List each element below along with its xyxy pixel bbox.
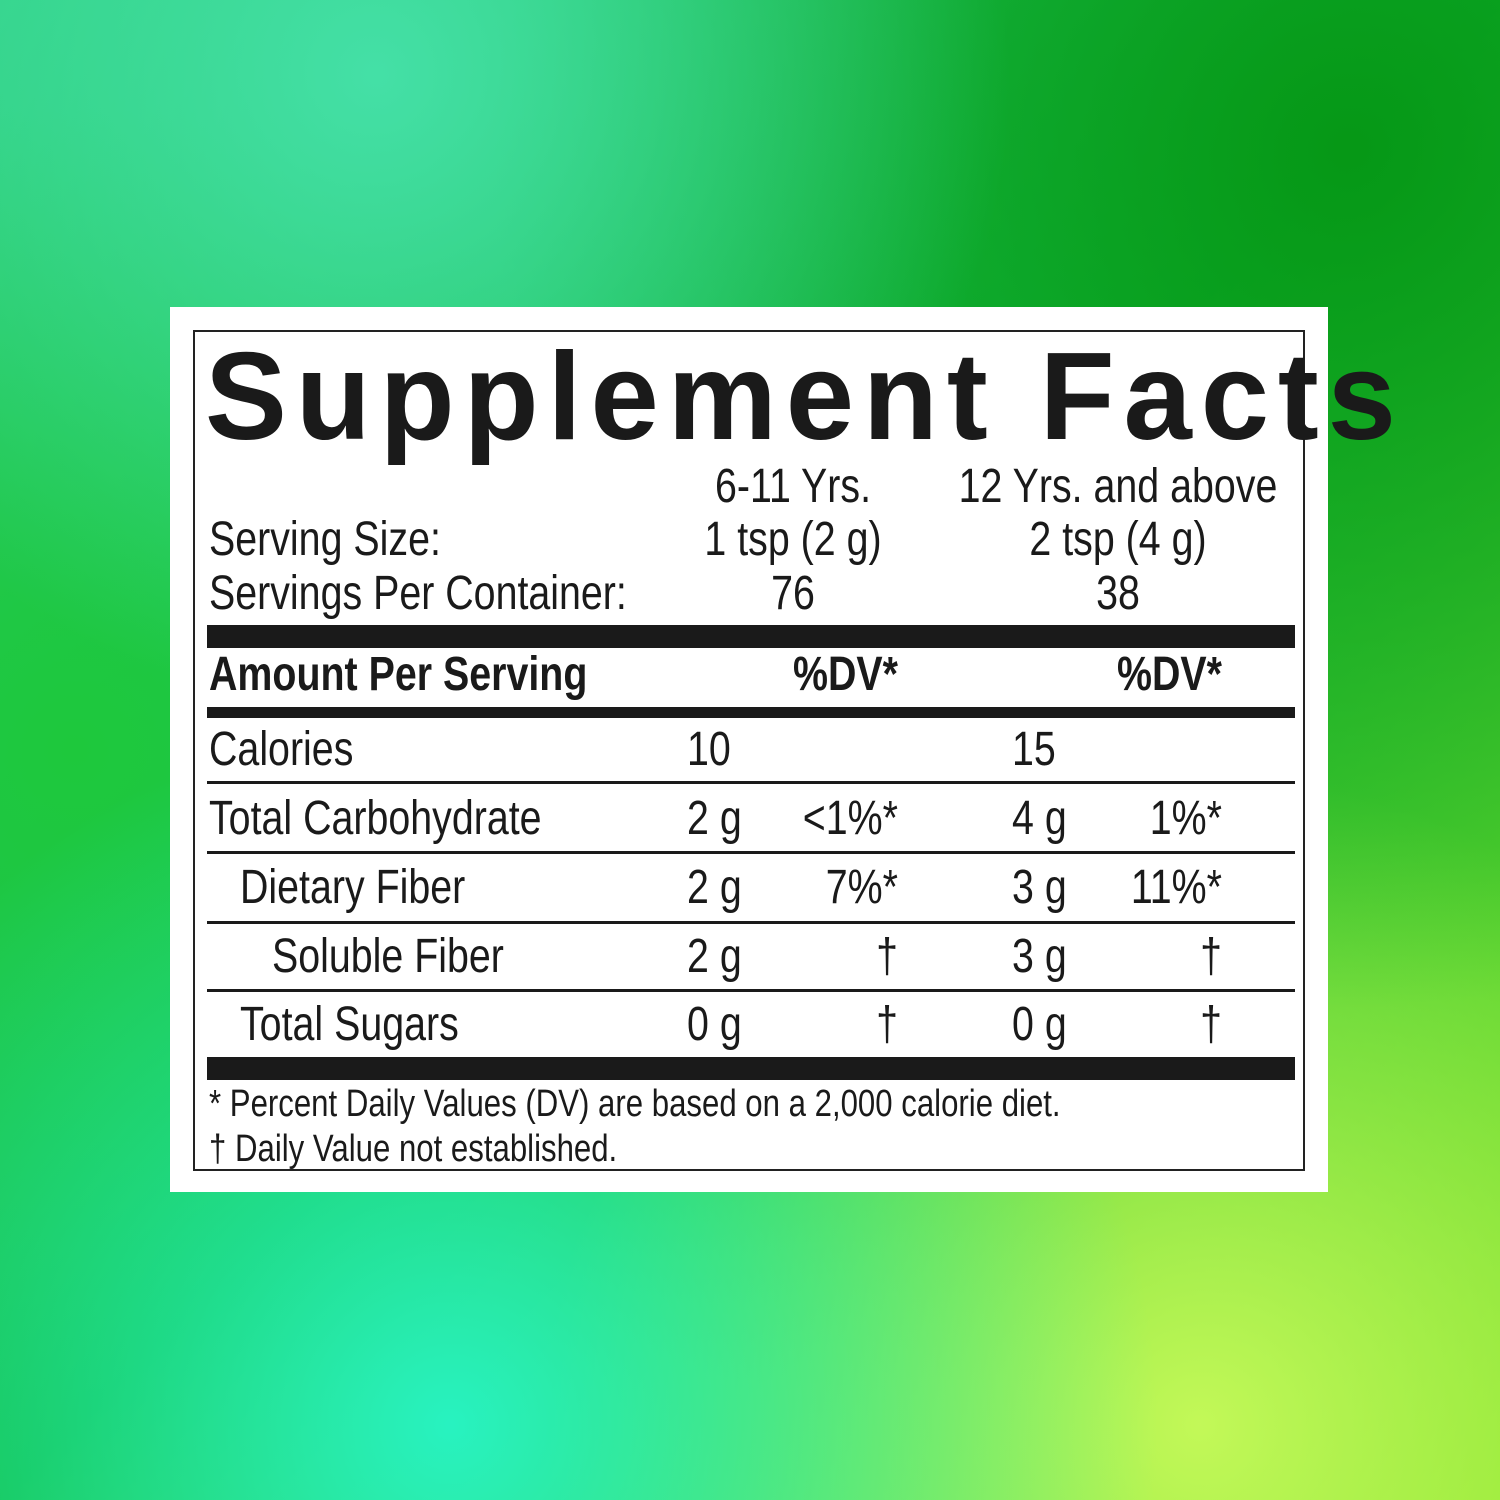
column-2-dv: † xyxy=(1200,930,1222,983)
label-title: Supplement Facts xyxy=(205,328,1405,466)
column-2-servings: 38 xyxy=(1096,567,1140,620)
nutrient-name: Total Carbohydrate xyxy=(209,792,542,845)
column-2-serving-size: 2 tsp (4 g) xyxy=(1029,513,1207,566)
column-1-dv-header: %DV* xyxy=(793,648,898,701)
column-1-amount: 10 xyxy=(687,723,731,776)
column-2-dv-header: %DV* xyxy=(1117,648,1222,701)
row-divider xyxy=(207,921,1295,924)
row-divider xyxy=(207,781,1295,784)
column-1-dv: 7%* xyxy=(825,861,898,914)
footnote-dv: * Percent Daily Values (DV) are based on… xyxy=(209,1083,1061,1125)
column-2-dv: † xyxy=(1200,998,1222,1051)
column-2-amount: 0 g xyxy=(1012,998,1067,1051)
nutrient-name: Total Sugars xyxy=(240,998,459,1051)
column-1-amount: 2 g xyxy=(687,861,742,914)
column-1-amount: 2 g xyxy=(687,792,742,845)
column-1-dv: † xyxy=(876,998,898,1051)
column-1-amount: 0 g xyxy=(687,998,742,1051)
nutrient-name: Dietary Fiber xyxy=(240,861,466,914)
thick-divider xyxy=(207,1057,1295,1080)
column-2-amount: 3 g xyxy=(1012,861,1067,914)
column-2-amount: 4 g xyxy=(1012,792,1067,845)
thick-divider xyxy=(207,625,1295,648)
column-2-amount: 3 g xyxy=(1012,930,1067,983)
supplement-facts-panel xyxy=(170,307,1328,1192)
column-1-amount: 2 g xyxy=(687,930,742,983)
column-2-age: 12 Yrs. and above xyxy=(958,460,1278,513)
column-2-amount: 15 xyxy=(1012,723,1056,776)
amount-per-serving-label: Amount Per Serving xyxy=(209,648,588,701)
column-1-dv: † xyxy=(876,930,898,983)
row-divider xyxy=(207,989,1295,992)
column-1-servings: 76 xyxy=(771,567,815,620)
column-1-serving-size: 1 tsp (2 g) xyxy=(704,513,882,566)
serving-size-label: Serving Size: xyxy=(209,513,441,566)
row-divider xyxy=(207,851,1295,854)
nutrient-name: Calories xyxy=(209,723,354,776)
column-1-dv: <1%* xyxy=(802,792,898,845)
footnote-dagger: † Daily Value not established. xyxy=(209,1128,618,1170)
column-2-dv: 1%* xyxy=(1149,792,1222,845)
medium-divider xyxy=(207,707,1295,718)
label-border xyxy=(193,330,1305,1171)
column-2-dv: 11%* xyxy=(1130,861,1222,914)
servings-per-container-label: Servings Per Container: xyxy=(209,567,627,620)
column-1-age: 6-11 Yrs. xyxy=(714,460,872,513)
nutrient-name: Soluble Fiber xyxy=(272,930,504,983)
